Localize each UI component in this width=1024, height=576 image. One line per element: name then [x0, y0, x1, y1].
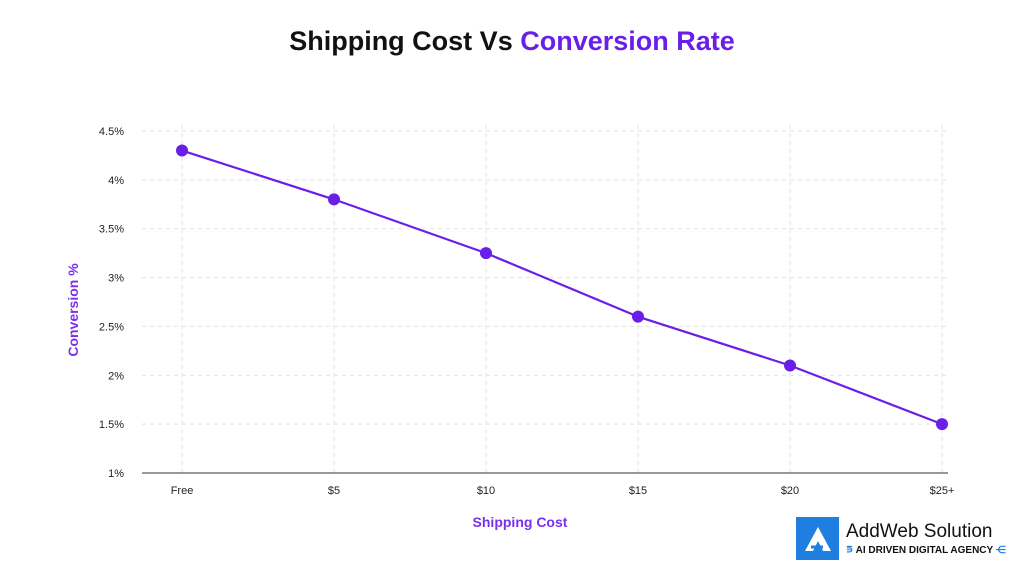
x-tick-label: $10	[477, 485, 495, 497]
data-point	[480, 247, 492, 260]
x-tick-label: $25+	[930, 485, 955, 497]
y-tick-label: 2.5%	[99, 321, 124, 333]
title-part2: Conversion Rate	[520, 26, 735, 56]
chart-title: Shipping Cost Vs Conversion Rate	[0, 26, 1024, 57]
y-tick-label: 4%	[108, 175, 124, 187]
y-tick-label: 1%	[108, 468, 124, 480]
y-tick-label: 4.5%	[99, 126, 124, 138]
logo-tagline: ⋾ AI DRIVEN DIGITAL AGENCY ⋲	[846, 544, 1006, 556]
x-tick-label: Free	[171, 485, 194, 497]
y-tick-label: 3%	[108, 273, 124, 285]
y-tick-label: 1.5%	[99, 419, 124, 431]
x-axis-label: Shipping Cost	[473, 514, 568, 530]
logo-name: AddWeb Solution	[846, 520, 993, 542]
data-point	[632, 310, 644, 323]
y-axis-label: Conversion %	[65, 263, 81, 357]
y-tick-label: 2%	[108, 370, 124, 382]
data-point	[176, 144, 188, 157]
data-point	[936, 418, 948, 431]
x-tick-label: $5	[328, 485, 340, 497]
y-tick-label: 3.5%	[99, 224, 124, 236]
addweb-logo: AddWeb Solution ⋾ AI DRIVEN DIGITAL AGEN…	[796, 517, 1006, 560]
x-tick-label: $15	[629, 485, 647, 497]
x-tick-label: $20	[781, 485, 799, 497]
logo-a-icon	[796, 517, 839, 560]
title-part1: Shipping Cost Vs	[289, 26, 521, 56]
data-point	[784, 359, 796, 372]
series-line	[181, 149, 943, 426]
data-point	[328, 193, 340, 206]
